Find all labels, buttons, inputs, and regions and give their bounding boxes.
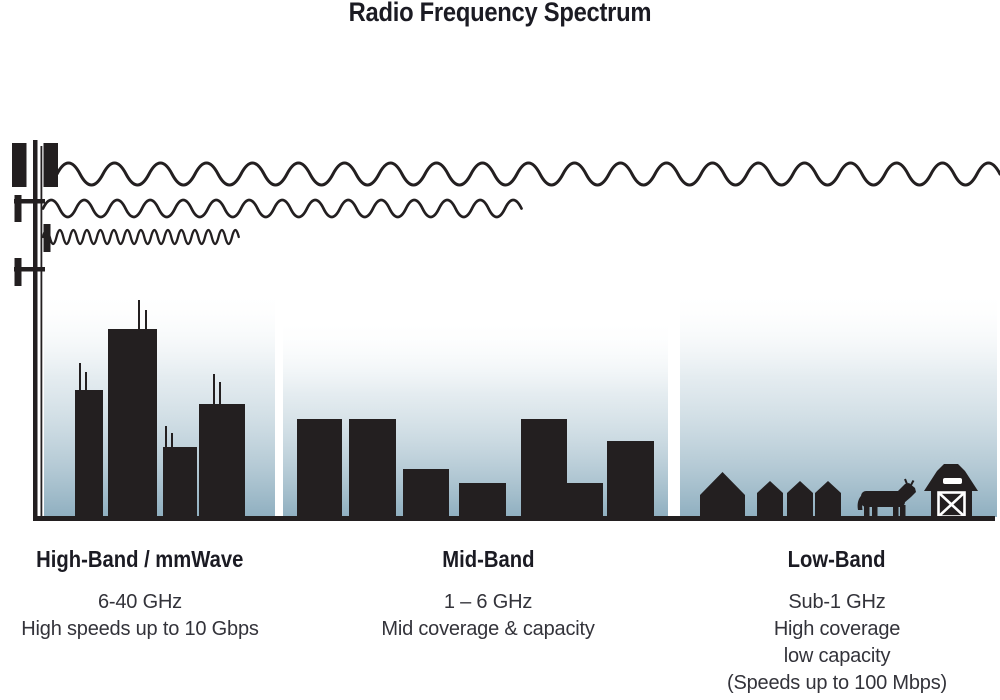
house-icon xyxy=(787,481,813,517)
skyscraper xyxy=(199,404,245,517)
skyscraper xyxy=(108,329,157,517)
building xyxy=(459,483,506,517)
building xyxy=(521,419,567,517)
building xyxy=(349,419,396,517)
building xyxy=(403,469,449,517)
building xyxy=(297,419,342,517)
high-band-city-icon xyxy=(75,300,245,517)
building xyxy=(607,441,654,517)
house-icon xyxy=(815,481,841,517)
high-band-wave-icon xyxy=(41,228,240,246)
house-icon xyxy=(700,472,745,517)
low-band-wave-icon xyxy=(55,161,1000,187)
high-band-frequency: 6-40 GHz xyxy=(98,591,182,613)
ground-line xyxy=(33,516,995,521)
page-title: Radio Frequency Spectrum xyxy=(348,0,652,27)
low-band-speed: (Speeds up to 100 Mbps) xyxy=(727,672,947,694)
low-band-label-block: Low-Band Sub-1 GHz High coverage low cap… xyxy=(712,546,962,697)
low-band-heading: Low-Band xyxy=(788,546,886,572)
cell-tower-icon xyxy=(12,140,58,517)
cow-icon xyxy=(857,478,916,517)
high-band-description: High speeds up to 10 Gbps xyxy=(21,618,259,640)
low-band-capacity: low capacity xyxy=(783,645,891,667)
house-icon xyxy=(757,481,783,517)
low-band-coverage: High coverage xyxy=(773,618,901,640)
coverage-panels xyxy=(44,290,997,517)
mid-band-wave-icon xyxy=(41,198,523,219)
barn-icon xyxy=(924,464,978,520)
building xyxy=(567,483,603,517)
mid-band-frequency: 1 – 6 GHz xyxy=(443,591,533,613)
skyscraper xyxy=(163,447,197,517)
high-band-heading: High-Band / mmWave xyxy=(36,546,244,572)
barn-loft-vent xyxy=(943,478,962,484)
radio-waves xyxy=(41,161,1000,246)
mid-band-label-block: Mid-Band 1 – 6 GHz Mid coverage & capaci… xyxy=(363,546,613,643)
low-band-frequency: Sub-1 GHz xyxy=(788,591,886,613)
low-band-rural-icon xyxy=(700,464,978,520)
high-band-label-block: High-Band / mmWave 6-40 GHz High speeds … xyxy=(15,546,265,643)
spectrum-scene xyxy=(12,140,1000,521)
mid-band-description: Mid coverage & capacity xyxy=(381,618,595,640)
skyscraper xyxy=(75,390,103,517)
mid-band-buildings-icon xyxy=(297,419,654,517)
mid-band-heading: Mid-Band xyxy=(441,546,535,572)
